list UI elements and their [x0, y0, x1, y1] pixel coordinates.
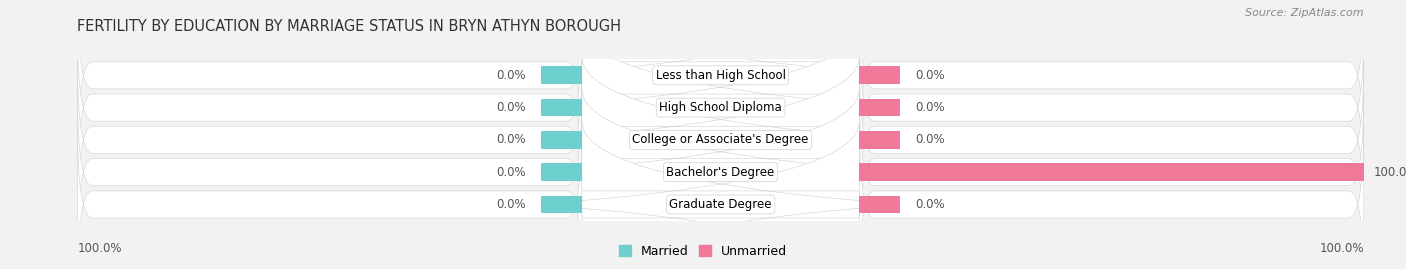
Text: 0.0%: 0.0%	[496, 198, 526, 211]
Legend: Married, Unmarried: Married, Unmarried	[613, 240, 793, 263]
Text: College or Associate's Degree: College or Associate's Degree	[633, 133, 808, 146]
Text: 0.0%: 0.0%	[496, 69, 526, 82]
Text: 0.0%: 0.0%	[496, 133, 526, 146]
FancyBboxPatch shape	[27, 0, 1406, 159]
Text: High School Diploma: High School Diploma	[659, 101, 782, 114]
FancyBboxPatch shape	[77, 121, 582, 269]
Bar	[541, 196, 582, 213]
Text: FERTILITY BY EDUCATION BY MARRIAGE STATUS IN BRYN ATHYN BOROUGH: FERTILITY BY EDUCATION BY MARRIAGE STATU…	[77, 19, 621, 34]
Bar	[541, 163, 582, 181]
FancyBboxPatch shape	[77, 0, 582, 159]
Text: Less than High School: Less than High School	[655, 69, 786, 82]
Text: 100.0%: 100.0%	[77, 242, 122, 255]
Text: Source: ZipAtlas.com: Source: ZipAtlas.com	[1246, 8, 1364, 18]
Text: 0.0%: 0.0%	[915, 69, 945, 82]
FancyBboxPatch shape	[859, 121, 1364, 269]
Text: 0.0%: 0.0%	[915, 101, 945, 114]
Text: 100.0%: 100.0%	[1319, 242, 1364, 255]
Text: 0.0%: 0.0%	[915, 198, 945, 211]
Text: Bachelor's Degree: Bachelor's Degree	[666, 166, 775, 179]
Text: 0.0%: 0.0%	[496, 166, 526, 179]
Bar	[541, 66, 582, 84]
Text: 100.0%: 100.0%	[1374, 166, 1406, 179]
Text: 0.0%: 0.0%	[915, 133, 945, 146]
FancyBboxPatch shape	[77, 89, 582, 256]
Bar	[859, 131, 900, 149]
Bar	[859, 66, 900, 84]
FancyBboxPatch shape	[27, 24, 1406, 191]
Text: Graduate Degree: Graduate Degree	[669, 198, 772, 211]
Bar	[541, 131, 582, 149]
FancyBboxPatch shape	[859, 24, 1364, 191]
FancyBboxPatch shape	[859, 56, 1364, 223]
Bar	[541, 99, 582, 116]
FancyBboxPatch shape	[859, 89, 1364, 256]
Bar	[859, 99, 900, 116]
FancyBboxPatch shape	[27, 56, 1406, 223]
FancyBboxPatch shape	[77, 24, 582, 191]
FancyBboxPatch shape	[859, 0, 1364, 159]
FancyBboxPatch shape	[27, 121, 1406, 269]
FancyBboxPatch shape	[27, 89, 1406, 256]
Text: 0.0%: 0.0%	[496, 101, 526, 114]
FancyBboxPatch shape	[77, 56, 582, 223]
Bar	[859, 163, 1364, 181]
Bar	[859, 196, 900, 213]
